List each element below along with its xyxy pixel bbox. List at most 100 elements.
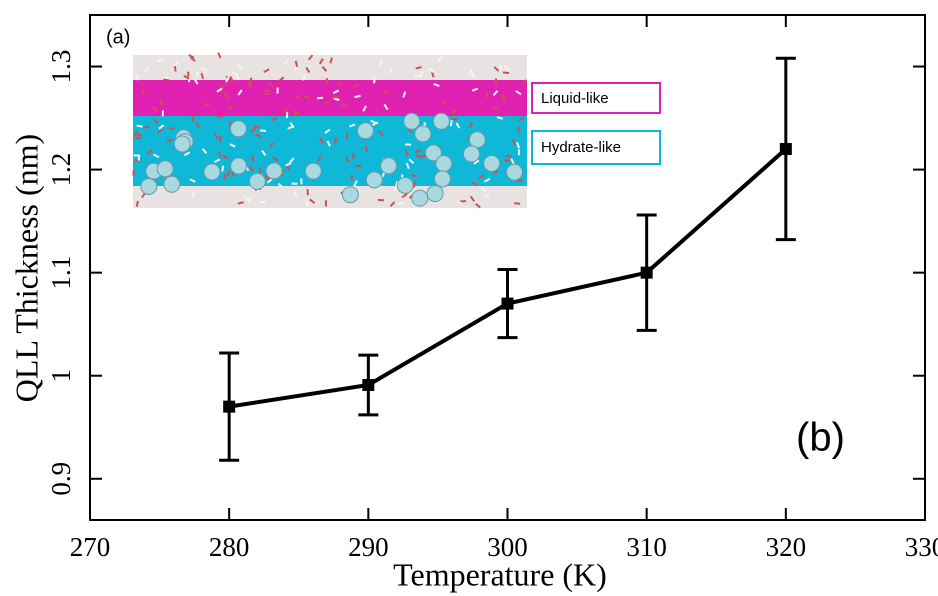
molecule (140, 88, 146, 95)
molecule (200, 72, 205, 80)
molecule (222, 154, 229, 160)
molecule (214, 133, 219, 140)
molecule (251, 155, 255, 162)
molecule (259, 129, 267, 132)
molecule (471, 87, 479, 92)
molecule (135, 74, 140, 81)
molecule (278, 76, 285, 82)
legend-box (531, 82, 661, 114)
molecule (493, 66, 500, 72)
molecule (406, 127, 413, 134)
molecule (455, 122, 461, 129)
molecule (428, 67, 435, 73)
molecule (294, 65, 298, 72)
molecule (289, 122, 295, 129)
molecule (349, 123, 356, 128)
molecule (378, 130, 384, 137)
molecule (515, 90, 522, 96)
molecule (237, 201, 244, 205)
annotation: (b) (796, 416, 845, 460)
molecule (496, 116, 503, 120)
molecule (248, 77, 253, 84)
molecule (284, 107, 288, 114)
molecule (475, 202, 481, 209)
molecule (470, 72, 476, 79)
molecule (237, 64, 244, 70)
molecule (333, 97, 340, 102)
molecule (213, 158, 221, 163)
molecule (227, 103, 234, 110)
molecule (158, 99, 164, 106)
y-tick-label: 1.1 (46, 256, 76, 290)
molecule (269, 142, 275, 149)
molecule (293, 191, 298, 198)
molecule (309, 198, 316, 204)
molecule (325, 100, 330, 107)
molecule (153, 153, 160, 159)
molecule (324, 128, 331, 134)
molecule (394, 185, 398, 192)
molecule (518, 116, 525, 122)
molecule (266, 178, 273, 184)
marker (501, 297, 514, 310)
molecule (221, 165, 225, 172)
molecule (230, 157, 248, 175)
molecule (405, 162, 410, 170)
molecule (163, 175, 181, 193)
molecule (336, 82, 343, 86)
legend-box (531, 130, 661, 165)
y-tick-label: 0.9 (46, 462, 76, 496)
molecule (250, 127, 257, 134)
molecule (247, 196, 253, 204)
y-axis-label: QLL Thickness (nm) (8, 134, 44, 402)
molecule (345, 156, 350, 163)
molecule (501, 93, 507, 100)
molecule (510, 158, 515, 165)
molecule (492, 90, 499, 97)
molecule (294, 60, 299, 67)
molecule (517, 178, 524, 183)
molecule (277, 182, 284, 189)
molecule (133, 130, 139, 137)
molecule (356, 122, 374, 140)
molecule (414, 149, 422, 154)
x-tick-label: 330 (905, 532, 938, 562)
molecule (247, 81, 252, 88)
molecule (265, 175, 272, 181)
molecule (166, 138, 173, 143)
molecule (173, 61, 180, 67)
molecule (271, 156, 278, 162)
molecule (502, 71, 510, 75)
molecule (332, 89, 340, 95)
molecule (411, 189, 429, 207)
molecule (140, 177, 158, 195)
molecule (451, 108, 458, 115)
molecule (396, 176, 414, 194)
molecule (473, 159, 480, 165)
annotation: Liquid-like (541, 90, 609, 107)
molecule (263, 68, 270, 74)
molecule (459, 199, 467, 203)
annotation: (a) (106, 26, 130, 48)
molecule (414, 74, 421, 77)
molecule (415, 66, 422, 70)
molecule (307, 54, 314, 61)
molecule (321, 65, 328, 72)
molecule (432, 112, 450, 130)
molecule (521, 79, 527, 86)
molecule (283, 59, 289, 66)
molecule (318, 58, 324, 65)
molecule (263, 92, 270, 96)
molecule (203, 102, 211, 107)
molecule (467, 69, 473, 76)
molecule (389, 201, 396, 208)
molecule (383, 90, 390, 94)
x-tick-label: 290 (348, 532, 389, 562)
marker (223, 400, 236, 413)
molecule (225, 76, 230, 83)
molecule (156, 160, 174, 178)
molecule (216, 87, 223, 93)
molecule (201, 148, 208, 154)
molecule (341, 186, 359, 204)
molecule (136, 133, 143, 137)
